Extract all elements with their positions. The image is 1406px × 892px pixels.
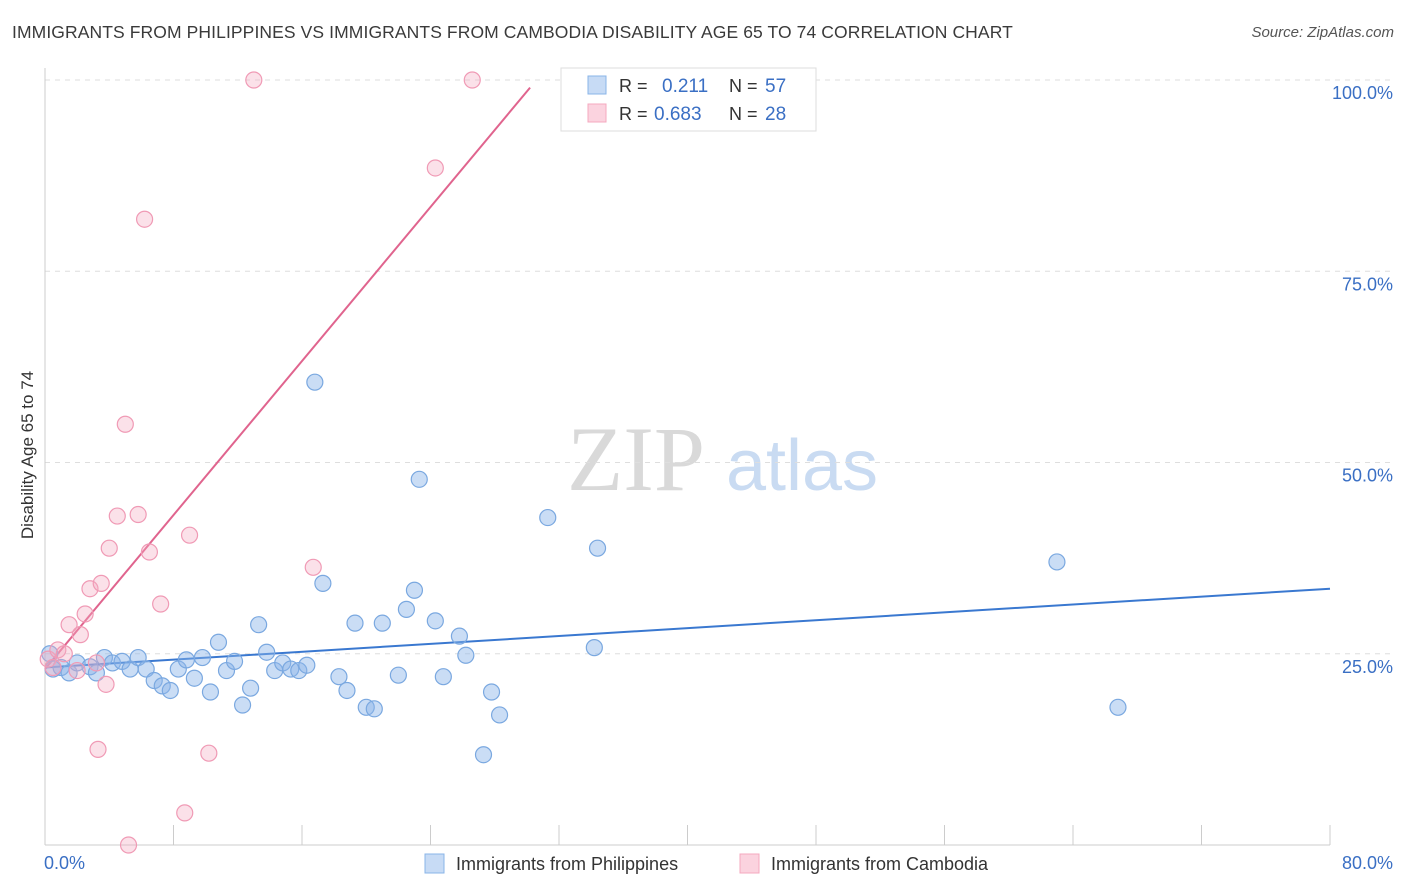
point-cambodia-17 [135,210,154,228]
y-tick-labels: 25.0% 50.0% 75.0% 100.0% [1332,83,1393,677]
x-tick-labels: 0.0% 80.0% [44,853,1393,873]
point-philippines-23 [225,652,244,671]
point-philippines-39 [365,700,383,718]
bottom-legend-label-cambodia: Immigrants from Cambodia [771,854,989,874]
legend-n-label-1: N = [729,76,758,96]
point-cambodia-3 [55,645,73,663]
point-cambodia-16 [129,505,147,524]
point-philippines-48 [457,646,475,664]
point-philippines-50 [482,683,501,701]
point-cambodia-5 [68,661,86,680]
point-philippines-6 [87,664,106,682]
y-tick-label-50: 50.0% [1342,466,1393,486]
point-philippines-43 [405,581,424,599]
y-tick-label-25: 25.0% [1342,657,1393,677]
point-philippines-47 [450,627,469,645]
point-philippines-51 [490,706,509,724]
point-philippines-52 [539,508,557,527]
legend-n-value-2: 28 [765,104,786,125]
point-cambodia-22 [200,744,218,762]
bottom-legend-swatch-blue [424,853,445,874]
point-philippines-37 [346,614,364,632]
bottom-legend-swatch-pink [739,853,760,874]
correlation-legend: R = 0.211 N = 57 R = 0.683 N = 28 [560,67,817,132]
legend-r-value-1: 0.211 [662,76,708,97]
point-philippines-42 [397,600,416,618]
point-cambodia-23 [245,71,263,89]
point-philippines-27 [258,643,276,661]
legend-r-label-2: R = [619,104,648,124]
point-cambodia-26 [463,71,481,89]
legend-swatch-blue [587,75,607,95]
point-cambodia-13 [100,539,118,557]
point-philippines-33 [306,373,324,391]
point-cambodia-14 [108,507,126,525]
point-cambodia-8 [81,580,99,598]
point-philippines-14 [153,677,171,695]
bottom-legend-label-philippines: Immigrants from Philippines [456,854,678,874]
point-philippines-44 [410,470,428,488]
point-cambodia-12 [97,675,115,693]
point-philippines-40 [373,614,391,632]
point-philippines-53 [585,639,603,657]
point-cambodia-11 [92,574,110,592]
x-tick-label-max: 80.0% [1342,853,1393,873]
legend-r-value-2: 0.683 [654,104,702,125]
point-philippines-20 [201,683,220,701]
point-philippines-36 [338,681,356,700]
point-cambodia-4 [60,616,78,634]
point-philippines-26 [250,616,268,634]
point-philippines-34 [314,574,332,592]
trend-line-cambodia [44,87,531,670]
x-tick-label-min: 0.0% [44,853,85,873]
point-cambodia-20 [176,804,194,822]
data-points [39,71,1127,854]
point-cambodia-15 [116,415,134,433]
point-philippines-24 [233,696,252,714]
point-philippines-55 [1048,553,1066,571]
point-philippines-41 [389,666,407,684]
point-philippines-21 [209,633,228,651]
point-philippines-45 [426,612,444,630]
trend-lines [44,87,1331,670]
watermark-atlas: atlas [726,426,878,506]
source-label: Source: ZipAtlas.com [1251,24,1394,41]
point-cambodia-18 [140,543,159,561]
point-cambodia-1 [44,658,62,677]
legend-n-value-1: 57 [765,76,786,97]
point-philippines-56 [1109,698,1127,716]
point-philippines-25 [242,679,260,697]
point-cambodia-7 [76,605,94,623]
point-philippines-46 [434,668,452,686]
point-philippines-18 [185,669,203,687]
point-cambodia-6 [71,626,89,644]
point-philippines-32 [298,656,316,674]
chart-title: IMMIGRANTS FROM PHILIPPINES VS IMMIGRANT… [12,22,1013,42]
axes [44,68,1331,846]
watermark-zip: ZIP [567,408,705,510]
legend-swatch-pink [587,103,607,123]
point-philippines-35 [330,668,348,686]
point-philippines-54 [588,539,607,557]
point-cambodia-27 [119,836,138,854]
point-philippines-15 [161,681,179,700]
point-cambodia-9 [87,654,106,672]
point-cambodia-21 [180,526,199,544]
point-philippines-49 [474,746,493,764]
point-cambodia-24 [304,558,322,576]
series-legend: Immigrants from Philippines Immigrants f… [424,853,989,874]
grid-lines [45,79,1392,655]
y-tick-label-75: 75.0% [1342,274,1393,294]
point-philippines-19 [193,648,212,667]
legend-r-label-1: R = [619,76,648,96]
point-philippines-17 [177,651,195,669]
legend-n-label-2: N = [729,104,758,124]
point-cambodia-19 [152,595,170,613]
point-cambodia-25 [426,159,444,177]
point-cambodia-10 [89,740,107,758]
y-tick-label-100: 100.0% [1332,83,1393,103]
